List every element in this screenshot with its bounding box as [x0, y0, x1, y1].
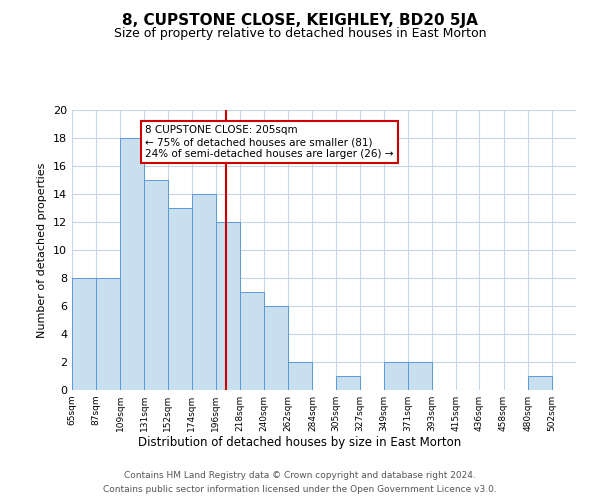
Bar: [72, 278, 96, 390]
Y-axis label: Number of detached properties: Number of detached properties: [37, 162, 47, 338]
Bar: [527, 376, 552, 390]
Bar: [216, 222, 240, 390]
Text: 8, CUPSTONE CLOSE, KEIGHLEY, BD20 5JA: 8, CUPSTONE CLOSE, KEIGHLEY, BD20 5JA: [122, 12, 478, 28]
Bar: [289, 362, 313, 390]
Bar: [240, 292, 264, 390]
Bar: [191, 194, 216, 390]
Text: Distribution of detached houses by size in East Morton: Distribution of detached houses by size …: [139, 436, 461, 449]
Text: Contains public sector information licensed under the Open Government Licence v3: Contains public sector information licen…: [103, 484, 497, 494]
Bar: [121, 138, 145, 390]
Bar: [335, 376, 359, 390]
Bar: [145, 180, 167, 390]
Text: 8 CUPSTONE CLOSE: 205sqm
← 75% of detached houses are smaller (81)
24% of semi-d: 8 CUPSTONE CLOSE: 205sqm ← 75% of detach…: [145, 126, 394, 158]
Bar: [264, 306, 289, 390]
Bar: [408, 362, 432, 390]
Text: Contains HM Land Registry data © Crown copyright and database right 2024.: Contains HM Land Registry data © Crown c…: [124, 472, 476, 480]
Bar: [167, 208, 191, 390]
Bar: [96, 278, 121, 390]
Text: Size of property relative to detached houses in East Morton: Size of property relative to detached ho…: [114, 28, 486, 40]
Bar: [384, 362, 408, 390]
